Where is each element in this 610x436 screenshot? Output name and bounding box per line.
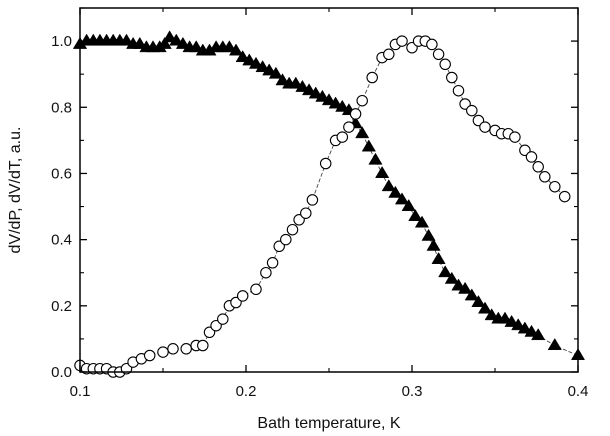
data-point-circle: [426, 38, 438, 51]
data-point-triangle: [471, 295, 486, 307]
series-2: [74, 35, 571, 378]
data-point-triangle: [268, 66, 283, 79]
data-point-circle: [143, 349, 156, 362]
data-point-circle: [349, 108, 362, 120]
data-point-circle: [532, 161, 544, 173]
data-point-triangle: [119, 33, 134, 46]
y-axis-title: dV/dP, dV/dT, a.u.: [7, 127, 24, 254]
data-point-triangle: [361, 139, 376, 152]
x-tick-label: 0.3: [402, 383, 423, 400]
data-point-circle: [396, 35, 408, 47]
data-point-triangle: [375, 166, 390, 178]
data-point-triangle: [388, 185, 403, 198]
data-point-circle: [336, 131, 349, 143]
data-point-triangle: [484, 308, 499, 321]
data-point-triangle: [381, 179, 396, 192]
data-point-triangle: [394, 192, 410, 205]
data-point-triangle: [222, 40, 237, 53]
data-point-triangle: [132, 36, 147, 49]
data-point-circle: [180, 343, 192, 355]
data-point-circle: [452, 84, 465, 97]
data-point-circle: [250, 283, 262, 296]
data-point-circle: [383, 48, 395, 61]
data-point-circle: [300, 207, 312, 219]
y-tick-label: 0.2: [51, 298, 72, 315]
data-point-triangle: [421, 228, 436, 241]
y-tick-label: 0.8: [51, 99, 72, 116]
data-point-triangle: [408, 209, 423, 221]
data-point-circle: [356, 94, 368, 107]
data-point-circle: [343, 121, 355, 133]
data-point-circle: [217, 313, 229, 325]
data-point-circle: [439, 58, 451, 71]
x-tick-label: 0.1: [70, 383, 91, 400]
series-1: [72, 30, 586, 360]
data-point-triangle: [321, 93, 337, 106]
y-tick-label: 0.6: [51, 165, 72, 182]
y-tick-label: 0.4: [51, 232, 72, 249]
data-point-triangle: [438, 265, 453, 278]
data-point-triangle: [301, 83, 317, 96]
data-point-circle: [446, 71, 458, 84]
data-point-triangle: [477, 301, 493, 314]
series-layer: [72, 30, 586, 378]
data-point-triangle: [431, 252, 446, 264]
data-point-circle: [525, 151, 538, 163]
data-point-circle: [466, 104, 478, 117]
data-point-circle: [260, 266, 272, 279]
data-point-triangle: [157, 36, 172, 49]
data-point-circle: [432, 48, 445, 61]
data-point-triangle: [242, 53, 257, 66]
ticks-layer: 0.1 0.2 0.3 0.4 0.0 0.2 0.4 0.6 0.8 1.0: [51, 7, 589, 400]
data-point-triangle: [426, 238, 441, 251]
data-point-triangle: [517, 321, 532, 334]
data-point-circle: [549, 180, 561, 193]
x-axis-title: Bath temperature, K: [257, 415, 401, 432]
data-point-circle: [539, 171, 551, 183]
data-point-triangle: [355, 126, 370, 139]
data-point-triangle: [189, 40, 204, 53]
data-point-circle: [286, 223, 299, 236]
data-point-circle: [366, 71, 378, 84]
data-point-circle: [157, 346, 169, 358]
data-point-circle: [319, 157, 332, 170]
data-point-triangle: [401, 199, 416, 211]
data-point-circle: [167, 343, 179, 355]
series-line: [79, 37, 579, 356]
data-point-triangle: [547, 338, 562, 350]
data-point-circle: [306, 194, 319, 206]
data-point-triangle: [335, 99, 350, 112]
data-point-triangle: [288, 76, 303, 89]
y-tick-label: 0.0: [51, 364, 72, 381]
y-tick-label: 1.0: [51, 33, 72, 50]
data-point-circle: [236, 290, 249, 302]
data-point-triangle: [444, 271, 459, 284]
data-point-triangle: [414, 215, 430, 228]
data-point-triangle: [368, 152, 383, 165]
data-point-triangle: [315, 89, 330, 102]
series-line: [79, 40, 566, 373]
x-tick-label: 0.4: [568, 383, 589, 400]
data-point-circle: [266, 257, 279, 269]
data-point-triangle: [255, 60, 270, 73]
data-point-triangle: [464, 288, 479, 301]
data-point-triangle: [458, 281, 473, 294]
data-point-circle: [280, 233, 292, 246]
data-point-triangle: [451, 278, 466, 291]
data-point-circle: [558, 190, 571, 203]
data-point-triangle: [228, 43, 244, 56]
data-point-triangle: [235, 50, 250, 63]
x-tick-label: 0.2: [236, 383, 257, 400]
data-point-triangle: [531, 328, 546, 341]
data-point-triangle: [169, 33, 184, 46]
data-point-circle: [197, 339, 209, 352]
data-point-circle: [509, 131, 521, 143]
data-point-circle: [479, 121, 491, 133]
